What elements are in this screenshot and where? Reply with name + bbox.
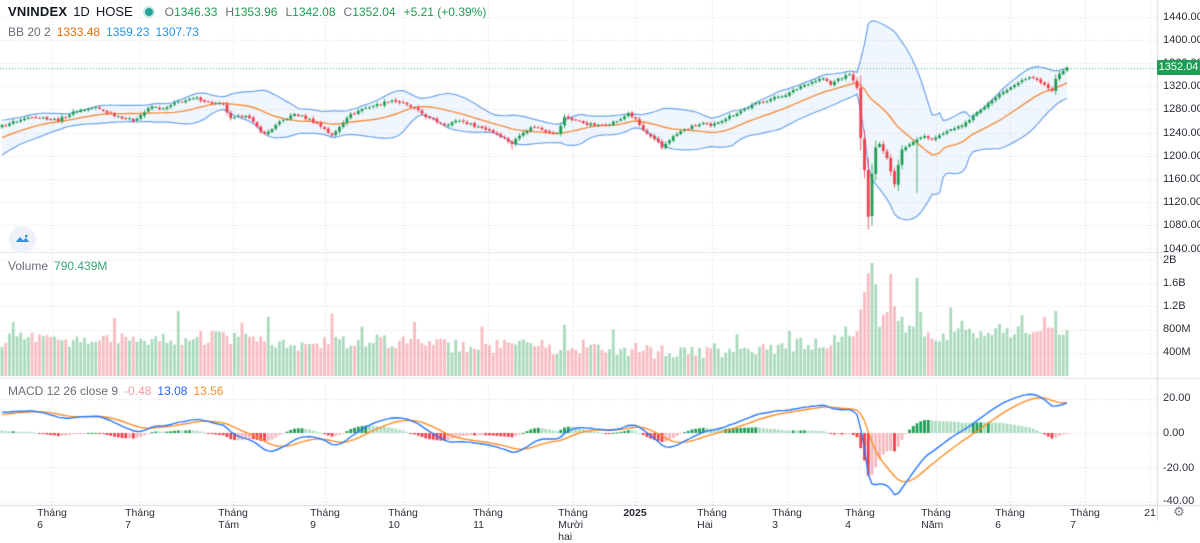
price-tick-label: 1040.00 <box>1163 242 1200 255</box>
macd-tick-label: -20.00 <box>1163 462 1195 474</box>
macd-line-value: 13.08 <box>157 384 188 398</box>
high-key: H <box>225 5 235 19</box>
price-tick-label: 1400.00 <box>1163 33 1200 46</box>
bb-label: BB 20 2 <box>8 25 51 39</box>
volume-label: Volume <box>8 259 49 273</box>
time-axis-label: 2025 <box>623 507 647 519</box>
ohlc-values: O1346.33 H1353.96 L1342.08 C1352.04 +5.2… <box>165 5 487 19</box>
open-value: 1346.33 <box>174 5 218 19</box>
time-axis-label: Tháng 10 <box>388 507 418 531</box>
price-tick-label: 1200.00 <box>1163 149 1200 162</box>
symbol-legend[interactable]: VNINDEX 1D HOSE O1346.33 H1353.96 L1342.… <box>8 4 487 20</box>
settings-gear-icon[interactable]: ⚙ <box>1173 504 1185 519</box>
macd-legend[interactable]: MACD 12 26 close 9 -0.48 13.08 13.56 <box>8 384 223 398</box>
bb-lower-value: 1307.73 <box>155 25 199 39</box>
close-value: 1352.04 <box>352 5 396 19</box>
volume-tick-label: 400M <box>1163 346 1191 358</box>
time-axis-label: Tháng 3 <box>772 507 802 531</box>
volume-tick-label: 1.2B <box>1163 300 1186 312</box>
volume-legend[interactable]: Volume 790.439M <box>8 259 107 273</box>
price-tick-label: 1440.00 <box>1163 10 1200 23</box>
interval-selector[interactable]: 1D <box>73 4 90 19</box>
exchange-label: HOSE <box>95 4 133 19</box>
time-axis-label: Tháng 4 <box>845 507 875 531</box>
volume-tick-label: 1.6B <box>1163 277 1186 289</box>
time-axis-label: 21 <box>1144 507 1156 519</box>
time-axis-label: Tháng Năm <box>921 507 951 531</box>
chart-canvas[interactable] <box>0 0 1200 521</box>
volume-tick-label: 800M <box>1163 323 1191 335</box>
open-key: O <box>164 5 175 19</box>
macd-hist-value: -0.48 <box>124 384 152 398</box>
low-value: 1342.08 <box>292 5 336 19</box>
time-axis-label: Tháng Tám <box>218 507 248 531</box>
price-tick-label: 1160.00 <box>1163 172 1200 185</box>
time-axis-label: Tháng 6 <box>995 507 1025 531</box>
macd-tick-label: 0.00 <box>1163 427 1185 439</box>
market-status-dot <box>144 8 153 16</box>
price-tick-label: 1120.00 <box>1163 196 1200 209</box>
time-axis-label: Tháng 6 <box>37 507 67 531</box>
time-axis-label: Tháng 9 <box>310 507 340 531</box>
price-tick-label: 1080.00 <box>1163 219 1200 232</box>
time-axis-label: Tháng 7 <box>125 507 155 531</box>
symbol-name[interactable]: VNINDEX <box>8 4 68 19</box>
broker-watermark-icon <box>9 226 36 253</box>
macd-tick-label: -40.00 <box>1163 495 1195 507</box>
time-axis-label: Tháng Mười hai <box>558 507 588 543</box>
time-axis-label: Tháng 7 <box>1070 507 1100 531</box>
price-tick-label: 1280.00 <box>1163 103 1200 116</box>
time-axis-label: Tháng 11 <box>473 507 503 531</box>
last-price-badge: 1352.04 <box>1157 60 1200 76</box>
bb-upper-value: 1359.23 <box>106 25 150 39</box>
low-key: L <box>285 5 293 19</box>
macd-label: MACD 12 26 close 9 <box>8 384 119 398</box>
high-value: 1353.96 <box>234 5 278 19</box>
bb-basis-value: 1333.48 <box>56 25 101 39</box>
macd-signal-value: 13.56 <box>193 384 224 398</box>
close-key: C <box>343 5 353 19</box>
price-tick-label: 1240.00 <box>1163 126 1200 139</box>
bollinger-legend[interactable]: BB 20 2 1333.48 1359.23 1307.73 <box>8 25 199 39</box>
volume-value: 790.439M <box>54 259 108 273</box>
macd-tick-label: 20.00 <box>1163 392 1191 404</box>
volume-tick-label: 2B <box>1163 254 1177 266</box>
time-axis-label: Tháng Hai <box>697 507 727 531</box>
price-tick-label: 1320.00 <box>1163 80 1200 93</box>
change-value: +5.21 (+0.39%) <box>403 5 487 19</box>
